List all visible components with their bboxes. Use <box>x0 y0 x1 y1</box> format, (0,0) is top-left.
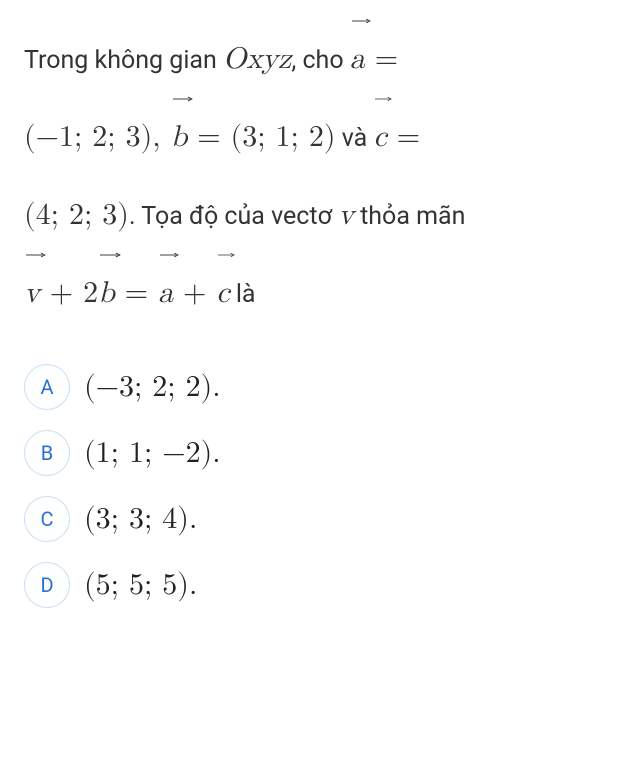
tail-2: thỏa mãn <box>354 202 466 231</box>
text-intro-1: Trong không gian <box>24 46 223 75</box>
option-text-b: (1; 1; −2). <box>84 435 221 471</box>
vector-c: c <box>373 98 386 176</box>
a-val-close: ), <box>141 122 171 152</box>
option-a[interactable]: A (−3; 2; 2). <box>24 364 599 410</box>
eq-eq: = <box>115 278 158 308</box>
eq-1: = <box>365 44 398 74</box>
option-letter-a: A <box>24 364 70 410</box>
question-stem: Trong không gian Oxyz, cho a = (−1; 2; 3… <box>24 20 599 332</box>
option-letter-c: C <box>24 496 70 542</box>
eq-vector-c: c <box>216 254 229 332</box>
and-text: và <box>336 124 374 153</box>
eq-plus-2: + <box>173 278 216 308</box>
option-text-d: (5; 5; 5). <box>84 567 197 603</box>
tail-1: . Tọa độ của vectơ <box>129 202 338 231</box>
eq-vector-v: v <box>24 254 40 332</box>
a-val-open: ( <box>24 122 36 152</box>
option-letter-d: D <box>24 562 70 608</box>
text-intro-2: , cho <box>291 46 349 75</box>
vector-b: b <box>171 98 188 176</box>
option-b[interactable]: B (1; 1; −2). <box>24 430 599 476</box>
vector-a: a <box>350 20 365 98</box>
option-d[interactable]: D (5; 5; 5). <box>24 562 599 608</box>
option-text-c: (3; 3; 4). <box>84 501 197 537</box>
option-text-a: (−3; 2; 2). <box>84 369 221 405</box>
eq-vector-b: b <box>98 254 115 332</box>
c-eq: = <box>387 122 420 152</box>
a-val: −1; 2; 3 <box>36 122 141 152</box>
v-symbol: v <box>338 200 354 230</box>
eq-end: là <box>230 280 256 309</box>
options-list: A (−3; 2; 2). B (1; 1; −2). C (3; 3; 4).… <box>24 364 599 608</box>
eq-vector-a: a <box>158 254 173 332</box>
b-val: = (3; 1; 2) <box>187 122 335 152</box>
c-val: (4; 2; 3) <box>24 200 129 230</box>
option-c[interactable]: C (3; 3; 4). <box>24 496 599 542</box>
math-space: Oxyz <box>223 44 291 74</box>
option-letter-b: B <box>24 430 70 476</box>
eq-plus-1: + 2 <box>40 278 98 308</box>
